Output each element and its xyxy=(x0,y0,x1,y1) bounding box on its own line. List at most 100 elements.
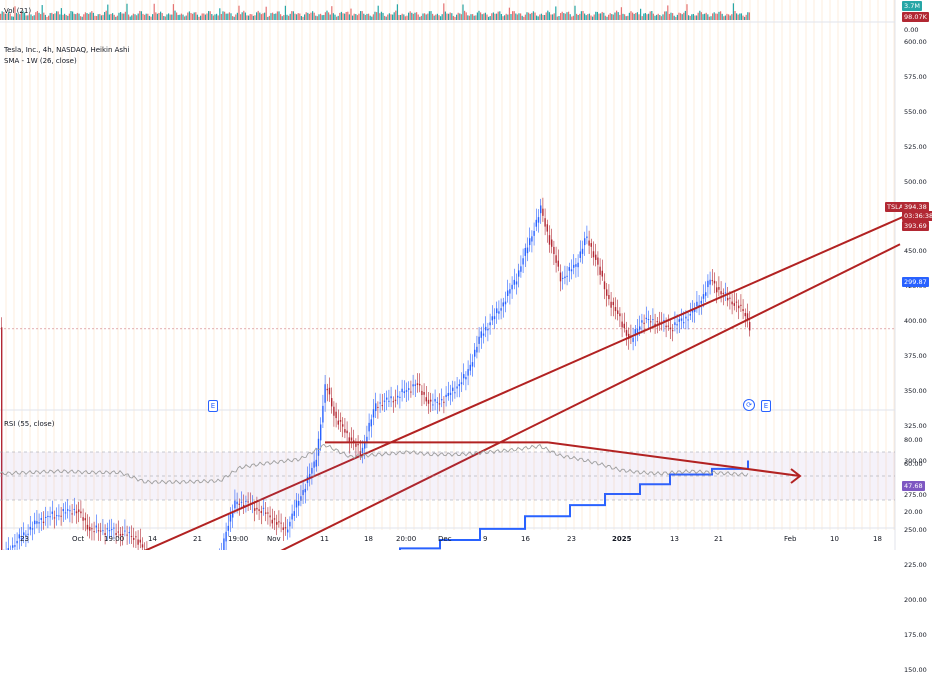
volume-bar xyxy=(266,7,267,20)
volume-bar xyxy=(58,11,59,20)
volume-bar xyxy=(451,13,452,20)
candle-body xyxy=(399,397,400,398)
candle-body xyxy=(58,515,59,516)
candle-body xyxy=(584,238,585,245)
volume-bar xyxy=(646,14,647,20)
volume-bar xyxy=(642,16,643,20)
volume-bar xyxy=(106,11,107,20)
volume-bar xyxy=(400,15,401,20)
candle-body xyxy=(41,518,42,520)
volume-bar xyxy=(714,12,715,20)
volume-bar xyxy=(269,16,270,20)
candle-body xyxy=(705,292,706,296)
volume-bar xyxy=(597,12,598,20)
volume-bar xyxy=(99,14,100,20)
candle-body xyxy=(439,403,440,404)
volume-bar xyxy=(168,13,169,20)
volume-bar xyxy=(13,17,14,20)
price-axis-label: 275.00 xyxy=(904,491,927,499)
candle-body xyxy=(87,525,88,530)
volume-bar xyxy=(363,14,364,20)
earnings-badge[interactable]: E xyxy=(761,400,771,412)
candle-body xyxy=(377,407,378,408)
price-axis-label: 200.00 xyxy=(904,596,927,604)
candle-body xyxy=(1,327,2,550)
volume-bar xyxy=(640,9,641,20)
volume-bar xyxy=(720,11,721,20)
volume-bar xyxy=(350,9,351,20)
volume-bar xyxy=(242,12,243,20)
candle-body xyxy=(452,388,453,391)
volume-bar xyxy=(587,14,588,20)
time-axis-label: 19:00 xyxy=(104,535,124,543)
candle-body xyxy=(276,522,277,525)
candle-body xyxy=(280,523,281,524)
volume-bar xyxy=(298,13,299,20)
volume-bar xyxy=(702,14,703,20)
chart-canvas[interactable] xyxy=(0,0,932,550)
rsi-legend: RSI (55, close) xyxy=(4,420,54,428)
volume-bar xyxy=(78,14,79,20)
candle-body xyxy=(547,224,548,231)
candle-body xyxy=(492,316,493,320)
volume-bar xyxy=(354,14,355,20)
volume-bar xyxy=(66,15,67,20)
volume-bar xyxy=(75,14,76,20)
volume-bar xyxy=(314,13,315,20)
volume-bar xyxy=(259,13,260,20)
candle-body xyxy=(34,521,35,525)
price-axis-label: 325.00 xyxy=(904,422,927,430)
time-axis-label: 19:00 xyxy=(228,535,248,543)
volume-bar xyxy=(178,15,179,20)
candle-body xyxy=(529,238,530,245)
candle-body xyxy=(12,545,13,547)
volume-bar xyxy=(557,17,558,20)
volume-bar xyxy=(726,14,727,20)
volume-bar xyxy=(749,12,750,20)
volume-bar xyxy=(198,17,199,20)
candle-body xyxy=(36,521,37,524)
volume-bar xyxy=(440,16,441,20)
volume-bar xyxy=(582,11,583,20)
volume-bar xyxy=(491,13,492,20)
volume-bar xyxy=(662,14,663,20)
candle-body xyxy=(49,516,50,517)
refresh-icon[interactable]: ⟳ xyxy=(743,399,755,411)
volume-bar xyxy=(454,17,455,20)
volume-bar xyxy=(221,14,222,20)
candle-body xyxy=(54,517,55,518)
candle-body xyxy=(371,419,372,426)
volume-bar xyxy=(277,11,278,20)
volume-bar xyxy=(478,11,479,20)
volume-bar xyxy=(643,14,644,20)
volume-bar xyxy=(507,15,508,20)
candle-body xyxy=(428,400,429,404)
candle-body xyxy=(225,532,226,542)
volume-bar xyxy=(219,8,220,20)
volume-bar xyxy=(250,14,251,20)
volume-bar xyxy=(101,15,102,20)
volume-bar xyxy=(386,17,387,20)
candle-body xyxy=(322,406,323,423)
volume-bar xyxy=(176,12,177,20)
candle-body xyxy=(593,251,594,257)
volume-bar xyxy=(578,15,579,20)
volume-bar xyxy=(54,13,55,20)
candle-body xyxy=(586,236,587,238)
volume-bar xyxy=(614,13,615,20)
candle-body xyxy=(520,266,521,271)
volume-bar xyxy=(245,13,246,20)
rsi-axis-label: 20.00 xyxy=(904,508,923,516)
volume-bar xyxy=(544,15,545,20)
volume-bar xyxy=(408,13,409,20)
volume-bar xyxy=(357,15,358,20)
volume-bar xyxy=(677,15,678,20)
volume-bar xyxy=(656,15,657,20)
volume-bar xyxy=(651,11,652,20)
volume-bar xyxy=(189,11,190,20)
candle-body xyxy=(368,423,369,431)
volume-bar xyxy=(435,15,436,20)
volume-bar xyxy=(667,5,668,20)
earnings-badge[interactable]: E xyxy=(208,400,218,412)
volume-bar xyxy=(542,15,543,20)
